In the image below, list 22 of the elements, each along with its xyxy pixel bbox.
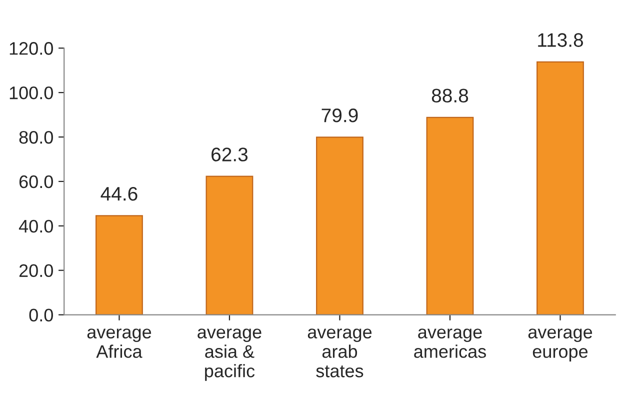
x-tick-label: average Africa <box>87 328 152 358</box>
data-label: 113.8 <box>538 33 584 47</box>
bar <box>96 215 143 315</box>
data-label: 88.8 <box>432 88 468 102</box>
y-tick-label: 100.0 <box>10 86 53 100</box>
x-tick-label: average asia & pacific <box>198 328 262 381</box>
x-tick-label: average europe <box>528 328 592 362</box>
y-tick-label: 20.0 <box>19 264 53 278</box>
data-label: 79.9 <box>322 108 358 122</box>
bar <box>426 116 474 315</box>
data-label: 62.3 <box>212 148 248 162</box>
y-tick-label: 60.0 <box>19 175 53 188</box>
x-tick-label: average americas <box>414 328 486 358</box>
bar <box>536 61 584 315</box>
y-tick-label: 120.0 <box>10 42 53 55</box>
bar <box>316 136 364 315</box>
y-tick-label: 40.0 <box>18 220 53 233</box>
bar <box>206 176 254 315</box>
data-label: 44.6 <box>100 186 138 201</box>
x-tick-label: average arab states <box>308 328 372 378</box>
y-tick-label: 80.0 <box>19 130 53 144</box>
y-tick-label: 0.0 <box>29 308 53 322</box>
